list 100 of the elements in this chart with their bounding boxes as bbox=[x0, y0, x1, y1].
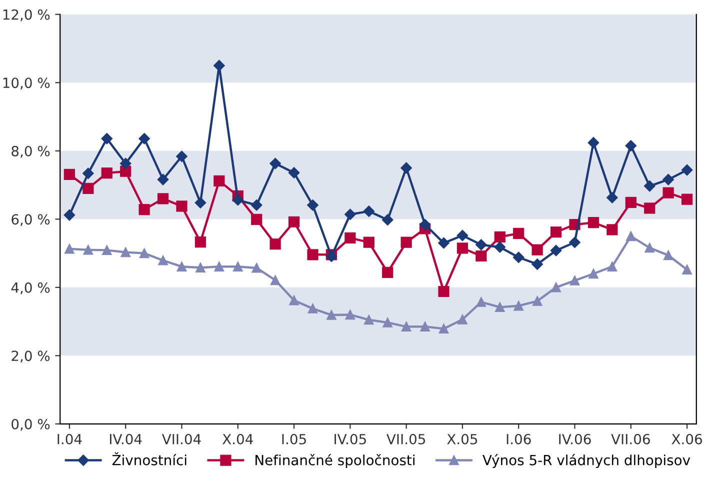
point bbox=[176, 150, 188, 162]
point bbox=[250, 200, 262, 211]
point bbox=[606, 192, 618, 204]
point bbox=[569, 236, 580, 248]
point bbox=[606, 224, 618, 236]
legend-label: Živnostníci bbox=[112, 452, 186, 466]
point bbox=[270, 238, 281, 250]
y-tick-label: 12,0 % bbox=[3, 9, 50, 22]
point bbox=[64, 168, 76, 180]
point bbox=[681, 164, 693, 176]
x-tick-label: VII.06 bbox=[611, 434, 650, 444]
point bbox=[120, 158, 132, 170]
x-tick-label: IV.04 bbox=[110, 434, 142, 444]
point bbox=[64, 244, 74, 254]
x-tick-label: X.05 bbox=[447, 434, 478, 444]
point bbox=[607, 262, 618, 272]
point bbox=[214, 175, 225, 186]
point bbox=[513, 252, 524, 263]
point bbox=[232, 194, 244, 206]
y-tick-label: 6,0 % bbox=[12, 214, 50, 226]
point bbox=[83, 244, 94, 255]
y-tick-label: 4,0 % bbox=[11, 282, 50, 294]
y-tick-label: 2,0 % bbox=[12, 350, 50, 363]
point bbox=[551, 282, 561, 292]
point bbox=[644, 202, 656, 214]
x-tick-label: VII.05 bbox=[386, 434, 425, 444]
point bbox=[196, 262, 206, 272]
point bbox=[663, 250, 674, 260]
point bbox=[270, 275, 280, 286]
point bbox=[307, 249, 318, 260]
point bbox=[476, 239, 487, 250]
point bbox=[419, 218, 431, 230]
point bbox=[345, 310, 356, 320]
x-tick-label: X.04 bbox=[222, 434, 253, 444]
point bbox=[662, 174, 674, 186]
y-tick-label: 10,0 % bbox=[3, 78, 50, 90]
point bbox=[550, 244, 562, 256]
point bbox=[456, 230, 468, 242]
x-tick-label: IV.06 bbox=[559, 434, 591, 444]
point bbox=[382, 214, 394, 226]
point bbox=[514, 300, 524, 311]
point bbox=[476, 250, 487, 262]
point bbox=[138, 204, 150, 216]
point bbox=[456, 242, 468, 254]
point bbox=[438, 324, 449, 334]
point bbox=[438, 286, 450, 298]
point bbox=[458, 314, 468, 324]
point bbox=[513, 228, 524, 240]
point bbox=[82, 168, 94, 180]
point bbox=[532, 244, 543, 256]
point bbox=[214, 60, 225, 72]
point bbox=[138, 132, 150, 144]
point bbox=[401, 322, 412, 332]
point bbox=[363, 206, 374, 217]
point bbox=[382, 318, 392, 328]
point bbox=[644, 180, 656, 192]
point bbox=[382, 266, 394, 278]
x-tick-label: I.06 bbox=[506, 434, 531, 444]
point bbox=[251, 214, 262, 226]
point bbox=[588, 217, 600, 228]
point bbox=[588, 268, 598, 279]
point bbox=[102, 245, 112, 256]
y-tick-label: 0,0 % bbox=[12, 418, 50, 431]
point bbox=[363, 236, 374, 248]
point bbox=[288, 216, 300, 228]
point bbox=[682, 264, 692, 275]
point bbox=[438, 237, 450, 249]
x-tick-label: IV.05 bbox=[334, 434, 366, 444]
point bbox=[64, 209, 76, 221]
legend-label: Výnos 5-R vládnych dlhopisov bbox=[482, 454, 690, 468]
x-tick-label: I.05 bbox=[282, 434, 306, 444]
point bbox=[626, 231, 636, 242]
point bbox=[494, 231, 506, 242]
point bbox=[625, 140, 636, 152]
point bbox=[326, 310, 336, 320]
point bbox=[644, 242, 654, 253]
point bbox=[120, 166, 132, 177]
point bbox=[158, 256, 168, 266]
point bbox=[157, 193, 169, 204]
point bbox=[101, 168, 112, 179]
point bbox=[532, 296, 542, 306]
point bbox=[307, 200, 318, 211]
point bbox=[494, 242, 506, 253]
point bbox=[288, 167, 300, 178]
point bbox=[364, 314, 374, 325]
point bbox=[532, 258, 543, 270]
point bbox=[270, 158, 281, 170]
point bbox=[570, 276, 580, 286]
point bbox=[400, 236, 412, 248]
point bbox=[82, 182, 94, 194]
x-tick-label: VII.04 bbox=[162, 434, 201, 444]
point bbox=[344, 232, 356, 244]
point bbox=[194, 197, 206, 208]
point bbox=[120, 247, 130, 258]
point bbox=[550, 226, 562, 238]
point bbox=[289, 296, 299, 306]
point bbox=[214, 262, 224, 272]
point bbox=[308, 304, 318, 314]
point bbox=[252, 263, 262, 273]
point bbox=[476, 297, 486, 307]
